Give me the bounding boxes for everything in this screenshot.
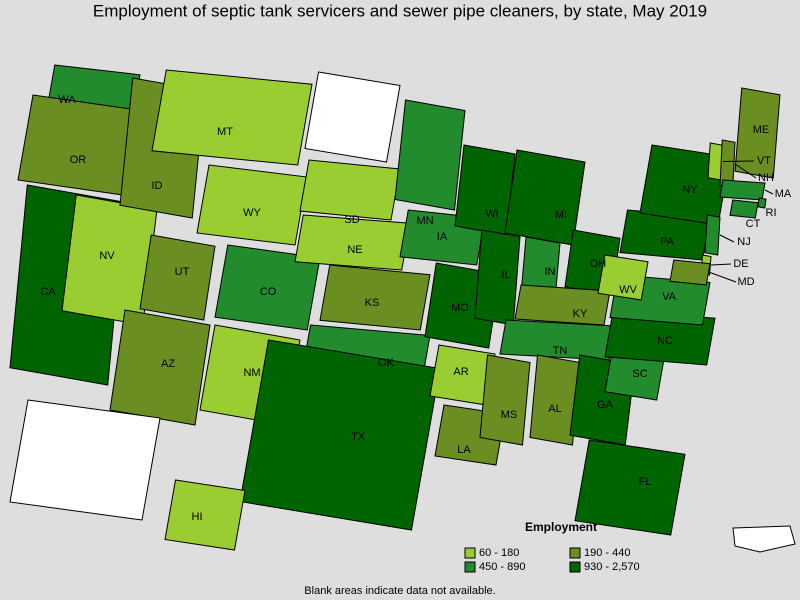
state-label: SD [344,214,359,226]
state-label: AL [548,403,561,415]
state-label: NE [347,244,362,256]
state [704,214,721,256]
state-label: TX [351,431,366,443]
state-label: NJ [737,236,750,248]
state-label: WY [243,207,261,219]
legend: 60 - 180 190 - 440 450 - 890 930 - 2,570 [464,547,640,573]
state-label: MA [775,188,792,200]
state-label: UT [175,266,190,278]
state-label: DE [733,258,748,270]
state [529,354,581,446]
state-label: MO [451,302,469,314]
state-label: OR [70,154,87,166]
leader-line [722,160,755,162]
state-label: MN [416,215,433,227]
state-label: NY [682,184,698,196]
state [319,264,431,331]
leader-line [764,189,774,195]
state-label: MT [217,126,233,138]
state [196,164,308,246]
state [669,259,711,286]
state-label: NM [243,367,260,379]
state [479,354,531,446]
legend-swatch [464,561,476,573]
state-label: WA [58,94,76,106]
state [164,479,246,551]
state [757,197,767,209]
state [109,309,211,426]
state-label: OK [378,357,395,369]
leader-line [709,272,737,283]
state [514,284,611,326]
leader-line [710,263,732,266]
state-label: WV [619,284,637,296]
state-label: RI [766,207,777,219]
state-label: WI [485,208,498,220]
state [734,87,781,179]
legend-title: Employment [525,520,597,534]
legend-label: 450 - 890 [479,561,525,573]
state-label: AR [453,366,468,378]
legend-label: 190 - 440 [584,547,630,559]
state-label: CA [40,286,56,298]
state [474,229,521,326]
state-label: FL [639,476,652,488]
state-label: KS [365,297,380,309]
state [139,234,216,321]
legend-swatch [569,561,581,573]
state-label: IL [501,269,510,281]
state-label: MS [501,409,518,421]
state-label: CO [260,286,277,298]
state-label: IA [437,231,448,243]
state [151,69,313,166]
state-label: MD [737,276,754,288]
state-label: PA [660,236,675,248]
state [294,214,411,271]
legend-swatch [569,547,581,559]
state [454,144,516,236]
map-title: Employment of septic tank servicers and … [93,1,707,20]
state [597,254,649,301]
state-label: IN [545,266,556,278]
state-label: CT [746,218,761,230]
state-label: NC [657,335,673,347]
legend-swatch [464,547,476,559]
state [304,71,401,163]
state-label: AZ [161,358,175,370]
state-label: ID [152,180,163,192]
leader-line [734,163,757,179]
state [574,439,686,536]
state-label: OH [590,258,607,270]
state [729,199,759,219]
state-label: GA [597,399,614,411]
state-label: NH [758,172,774,184]
state-label: ME [753,124,770,136]
state-label: TN [553,345,568,357]
state-label: VT [757,155,771,167]
state [394,99,466,211]
state [239,339,441,531]
legend-label: 60 - 180 [479,547,519,559]
state-label: KY [573,308,588,320]
state-label: LA [457,444,471,456]
state-label: MI [555,209,567,221]
territory [732,525,796,553]
state [214,244,321,331]
leader-line [719,234,735,243]
state-label: NV [99,250,115,262]
state [299,159,401,221]
states: WA OR CA NV ID MT WY UT AZ CO NM SD NE KS OK TX MN IA MO AR… [9,64,792,551]
state [9,399,161,521]
legend-label: 930 - 2,570 [584,561,640,573]
footnote: Blank areas indicate data not available. [304,585,495,597]
state [17,94,139,196]
state-label: SC [632,368,647,380]
state-label: VA [662,291,677,303]
state-label: HI [192,511,203,523]
